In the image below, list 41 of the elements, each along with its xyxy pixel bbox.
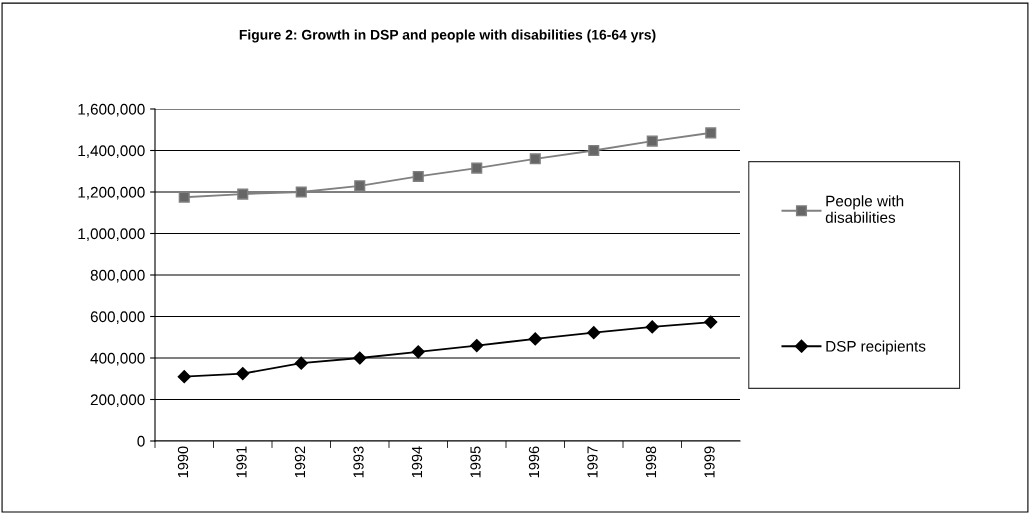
point <box>353 351 367 365</box>
point <box>587 326 601 340</box>
y-tick-label: 1,600,000 <box>78 103 145 117</box>
point <box>704 315 718 329</box>
x-tick-label: 1990 <box>177 446 189 478</box>
y-tick-label: 600,000 <box>90 311 145 324</box>
x-tick-label: 1998 <box>645 446 657 478</box>
point <box>528 332 542 346</box>
x-tick-label: 1997 <box>587 446 598 478</box>
point <box>529 153 541 165</box>
x-tick-label: 1992 <box>294 446 306 478</box>
point <box>645 320 659 334</box>
point <box>237 188 249 200</box>
point <box>470 338 484 353</box>
y-tick-label: 200,000 <box>90 394 145 407</box>
x-tick-label: 1996 <box>528 446 540 478</box>
x-tick-label: 1994 <box>411 446 423 478</box>
point <box>295 186 307 198</box>
point <box>354 180 366 192</box>
y-tick-label: 1,200,000 <box>78 186 145 200</box>
point <box>412 170 424 182</box>
point <box>588 144 600 157</box>
legend-label: DSP recipients <box>826 340 926 355</box>
x-tick-label: 1995 <box>470 446 481 478</box>
y-tick-label: 0 <box>137 435 145 447</box>
y-tick-label: 1,000,000 <box>78 228 145 241</box>
point <box>177 370 191 384</box>
y-tick-label: 400,000 <box>90 352 145 366</box>
x-tick-label: 1993 <box>353 446 364 478</box>
point <box>471 162 483 174</box>
point <box>294 356 308 370</box>
x-tick-label: 1999 <box>704 446 715 478</box>
y-tick-label: 800,000 <box>90 269 145 283</box>
point <box>411 345 425 359</box>
point <box>705 127 717 139</box>
legend-label: People with disabilities <box>825 195 904 223</box>
point <box>646 135 658 147</box>
chart-title: Figure 2: Growth in DSP and people with disabilities (16-64 yrs) <box>239 29 656 43</box>
x-tick-label: 1991 <box>236 446 247 478</box>
point <box>236 366 250 381</box>
y-tick-label: 1,400,000 <box>78 145 145 158</box>
